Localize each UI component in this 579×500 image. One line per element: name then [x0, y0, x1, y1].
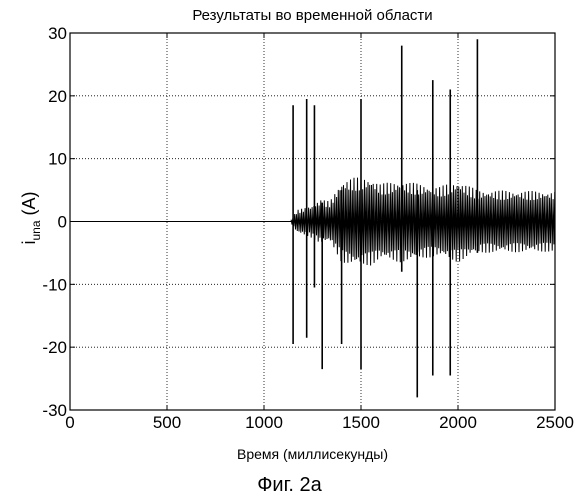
y-tick-label: 30 [48, 24, 67, 43]
x-axis-label: Время (миллисекунды) [70, 446, 555, 462]
x-tick-label: 1500 [342, 413, 380, 432]
x-tick-label: 1000 [245, 413, 283, 432]
series-line [70, 178, 555, 266]
y-tick-label: -10 [42, 275, 67, 294]
y-axis-label-unit: (A) [19, 191, 39, 220]
y-axis-label-main: i [19, 241, 39, 245]
x-tick-label: 500 [153, 413, 181, 432]
x-tick-label: 2500 [536, 413, 574, 432]
y-axis-label-subscript: una [29, 220, 43, 240]
y-tick-label: 10 [48, 150, 67, 169]
chart-title: Результаты во временной области [70, 7, 555, 24]
y-tick-label: -20 [42, 338, 67, 357]
y-tick-label: 0 [58, 213, 67, 232]
y-tick-label: -30 [42, 401, 67, 420]
y-axis-label: iuna (A) [19, 188, 45, 248]
figure-caption: Фиг. 2а [0, 474, 579, 497]
x-tick-label: 2000 [439, 413, 477, 432]
y-tick-label: 20 [48, 87, 67, 106]
